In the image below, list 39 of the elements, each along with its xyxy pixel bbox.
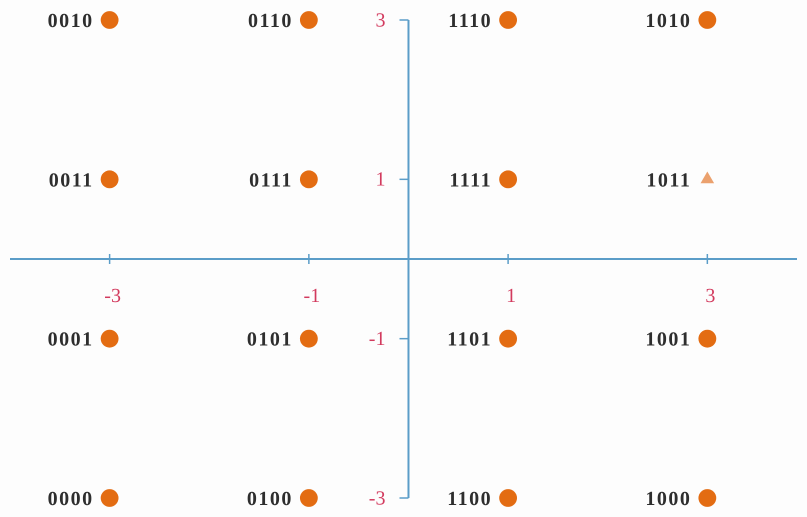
annotation: 1010 (645, 10, 692, 32)
y-tick-label: 1 (375, 168, 386, 191)
point (698, 330, 716, 348)
point (499, 330, 518, 348)
point (100, 11, 119, 29)
annotation: 0111 (249, 169, 293, 192)
point (100, 489, 119, 507)
annotation: 1000 (645, 488, 692, 510)
annotation: 0001 (48, 328, 94, 351)
annotation: 1100 (447, 488, 492, 510)
annotation: 1001 (645, 328, 692, 351)
y-tick-label: -1 (368, 328, 386, 350)
annotation: 0011 (48, 169, 94, 192)
point (698, 489, 716, 507)
annotation: 0101 (246, 328, 293, 351)
x-tick-label: -3 (104, 285, 121, 308)
x-tick-label: 1 (506, 285, 516, 308)
x-tick-label: -1 (304, 285, 320, 308)
y-tick-label: 3 (375, 9, 386, 32)
point (300, 489, 318, 507)
annotation: 0100 (246, 488, 293, 510)
point (499, 170, 518, 188)
annotation: 0010 (48, 10, 94, 32)
point (698, 11, 716, 29)
point (300, 11, 318, 29)
point (100, 330, 119, 348)
point (300, 330, 318, 348)
annotation: 1011 (646, 169, 692, 192)
annotation: 0110 (248, 10, 293, 32)
annotation: 0000 (48, 488, 94, 510)
y-tick-label: -3 (368, 487, 386, 510)
point (100, 170, 119, 188)
annotation: 1110 (448, 10, 492, 32)
annotation: 1111 (449, 169, 492, 192)
x-tick-label: 3 (705, 285, 716, 308)
point (499, 489, 518, 507)
point (300, 170, 318, 188)
annotation: 1101 (447, 328, 492, 351)
point (499, 11, 518, 29)
